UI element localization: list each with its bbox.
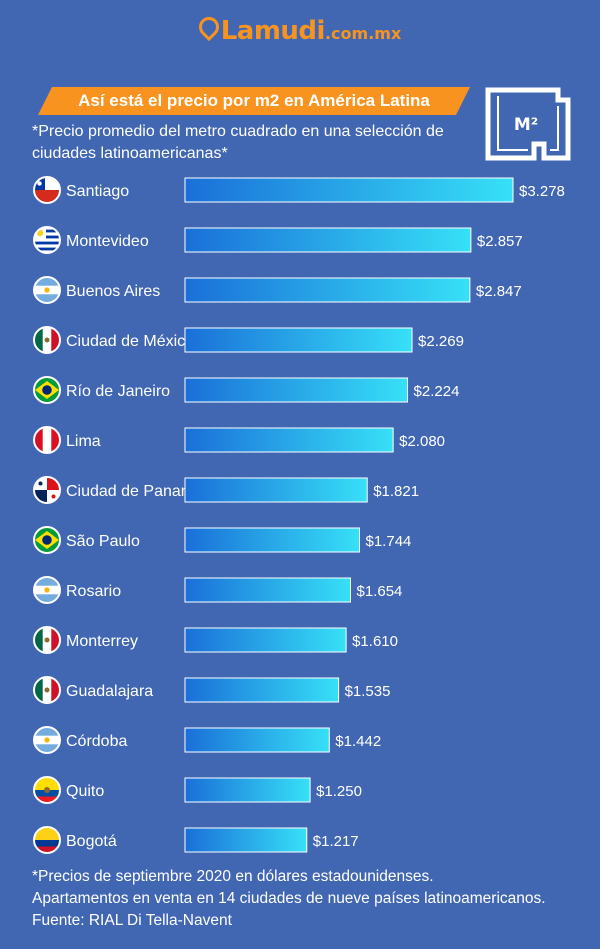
value-label: $1.654: [357, 583, 403, 600]
category-label: Rosario: [66, 583, 121, 600]
bar: [184, 227, 472, 253]
brand-logo: Lamudi.com.mx: [0, 12, 600, 46]
chart-row: Quito $1.250: [33, 776, 362, 804]
brand-name: Lamudi: [220, 16, 326, 46]
chart-row: Buenos Aires $2.847: [33, 276, 522, 304]
value-label: $1.250: [316, 783, 362, 800]
chart-subtitle: *Precio promedio del metro cuadrado en u…: [32, 123, 444, 162]
value-label: $1.821: [373, 483, 419, 500]
chart-row: Lima $2.080: [33, 426, 445, 454]
category-label: Ciudad de Panamá: [66, 483, 203, 500]
value-label: $3.278: [519, 183, 565, 200]
chart-row: Montevideo $2.857: [33, 226, 523, 254]
chart-row: Monterrey $1.610: [33, 626, 398, 654]
title-banner: [38, 87, 470, 115]
value-label: $1.535: [345, 683, 391, 700]
bar: [184, 477, 368, 503]
chart-row: São Paulo $1.744: [33, 526, 412, 554]
argentina-flag-icon: [33, 276, 61, 304]
chart-row: Ciudad de México $2.269: [33, 326, 464, 354]
chart-row: Río de Janeiro $2.224: [33, 376, 460, 404]
brand-domain: .com.mx: [324, 24, 402, 43]
location-pin-icon: [194, 12, 223, 42]
bar: [184, 277, 471, 303]
chart-row: Santiago $3.278: [33, 176, 565, 204]
value-label: $2.269: [418, 333, 464, 350]
category-label: Buenos Aires: [66, 283, 160, 300]
value-label: $2.857: [477, 233, 523, 250]
value-label: $1.744: [366, 533, 412, 550]
brazil-flag-icon: [33, 376, 61, 404]
brazil-flag-icon: [33, 526, 61, 554]
footnote-line: *Precios de septiembre 2020 en dólares e…: [32, 868, 434, 885]
category-label: Río de Janeiro: [66, 383, 170, 400]
category-label: Ciudad de México: [66, 333, 194, 350]
m2-badge-text: M²: [514, 115, 538, 135]
bar: [184, 177, 514, 203]
category-label: Guadalajara: [66, 683, 153, 700]
bar: [184, 427, 394, 453]
footnote-line: Apartamentos en venta en 14 ciudades de …: [32, 890, 546, 907]
bar: [184, 727, 330, 753]
category-label: Monterrey: [66, 633, 138, 650]
chart-row: Córdoba $1.442: [33, 726, 381, 754]
bar: [184, 677, 340, 703]
chart-row: Guadalajara $1.535: [33, 676, 391, 704]
peru-flag-icon: [33, 426, 61, 454]
bar: [184, 827, 308, 853]
bar: [184, 527, 361, 553]
mexico-flag-icon: [33, 626, 61, 654]
category-label: Santiago: [66, 183, 129, 200]
bar: [184, 577, 352, 603]
footnote-source: Fuente: RIAL Di Tella-Navent: [32, 912, 232, 929]
footnote: *Precios de septiembre 2020 en dólares e…: [32, 866, 592, 932]
chile-flag-icon: [33, 176, 61, 204]
category-label: Quito: [66, 783, 104, 800]
value-label: $1.217: [313, 833, 359, 850]
uruguay-flag-icon: [33, 226, 61, 254]
bar: [184, 377, 409, 403]
panama-flag-icon: [33, 476, 61, 504]
category-label: Córdoba: [66, 733, 127, 750]
mexico-flag-icon: [33, 676, 61, 704]
bar: [184, 627, 347, 653]
value-label: $1.610: [352, 633, 398, 650]
value-label: $2.224: [414, 383, 460, 400]
category-label: Lima: [66, 433, 101, 450]
ecuador-flag-icon: [33, 776, 61, 804]
value-label: $2.847: [476, 283, 522, 300]
floorplan-icon: M²: [485, 87, 571, 161]
chart-row: Rosario $1.654: [33, 576, 403, 604]
bar: [184, 777, 311, 803]
bar-chart: Santiago $3.278 Montevideo $2.857 Buenos Air…: [33, 176, 565, 854]
value-label: $2.080: [399, 433, 445, 450]
bar: [184, 327, 413, 353]
category-label: São Paulo: [66, 533, 140, 550]
category-label: Bogotá: [66, 833, 117, 850]
chart-row: Ciudad de Panamá $1.821: [33, 476, 419, 504]
category-label: Montevideo: [66, 233, 149, 250]
chart-row: Bogotá $1.217: [33, 826, 359, 854]
colombia-flag-icon: [33, 826, 61, 854]
argentina-flag-icon: [33, 726, 61, 754]
mexico-flag-icon: [33, 326, 61, 354]
value-label: $1.442: [335, 733, 381, 750]
page-title: Así está el precio por m2 en América Lat…: [78, 91, 430, 110]
argentina-flag-icon: [33, 576, 61, 604]
